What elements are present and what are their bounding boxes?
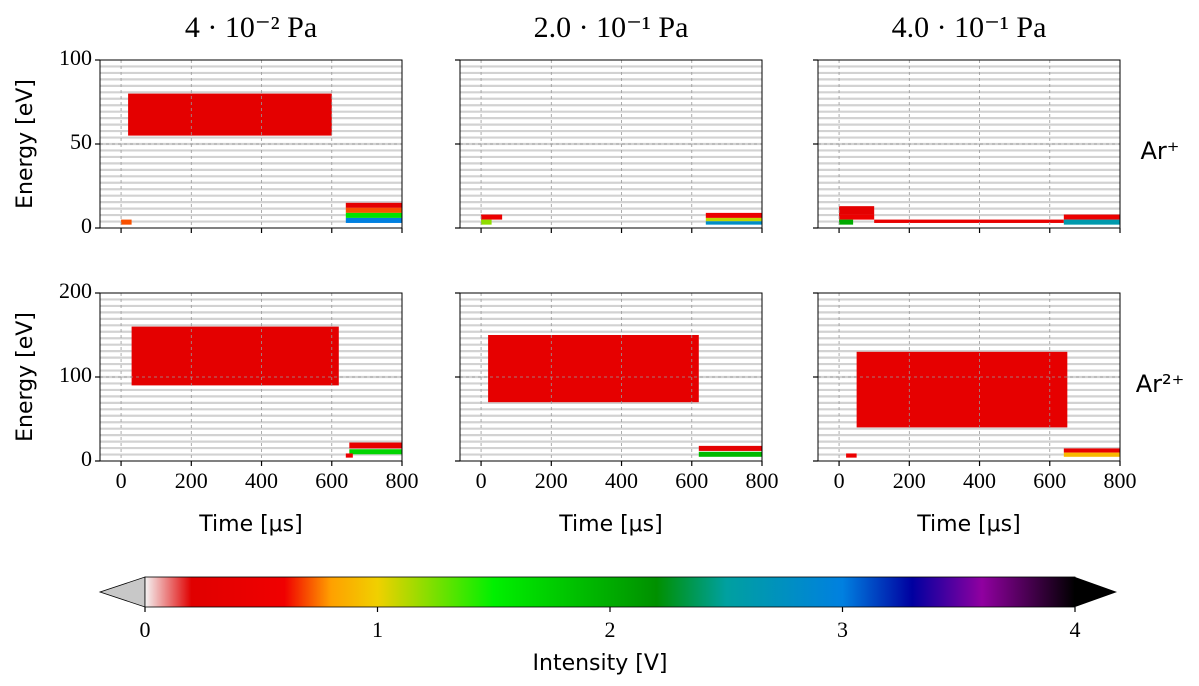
heat-cell <box>846 453 857 458</box>
y-tick-label: 200 <box>59 278 92 303</box>
heat-cell <box>856 351 1068 428</box>
panel: 0 200 400 600 800 Time [μs] <box>455 292 779 537</box>
x-axis-label: Time [μs] <box>198 512 302 537</box>
y-tick-label: 100 <box>59 45 92 70</box>
heat-cell <box>481 214 503 220</box>
x-axis-label: Time [μs] <box>558 512 662 537</box>
y-tick-label: 0 <box>81 213 92 238</box>
row-label: Ar⁺ <box>1141 137 1180 165</box>
heat-cell <box>121 219 132 225</box>
y-axis-label: Energy [eV] <box>13 312 38 442</box>
heat-cell <box>705 212 762 218</box>
x-tick-label: 200 <box>893 468 926 493</box>
heat-cell <box>698 451 762 457</box>
heat-cell <box>345 202 402 208</box>
heat-cell <box>131 326 339 386</box>
heat-cell <box>349 442 402 449</box>
heat-cell <box>705 217 762 222</box>
panel: 0 200 400 600 800 0 100 200 Time [μs] <box>59 278 419 537</box>
panel-frame <box>99 59 403 229</box>
x-tick-label: 0 <box>476 468 487 493</box>
panel <box>455 59 763 233</box>
x-tick-label: 600 <box>1033 468 1066 493</box>
panel <box>813 59 1121 233</box>
y-tick-label: 100 <box>59 362 92 387</box>
heat-cell <box>1063 219 1120 225</box>
x-tick-label: 400 <box>245 468 278 493</box>
x-tick-label: 600 <box>315 468 348 493</box>
heat-cell <box>1063 448 1120 453</box>
colorbar-tick-label: 3 <box>837 617 848 642</box>
heat-cell <box>488 335 699 403</box>
y-axis-label: Energy [eV] <box>13 79 38 209</box>
heat-cell <box>839 206 875 215</box>
heat-cell <box>839 214 875 220</box>
colorbar-tick-label: 2 <box>605 617 616 642</box>
heat-cell <box>481 219 492 225</box>
colorbar <box>144 576 1076 608</box>
heat-cell <box>345 453 353 458</box>
panel: 0 50 100 <box>59 45 403 238</box>
heat-cell <box>345 212 402 218</box>
x-tick-label: 800 <box>1104 468 1137 493</box>
x-tick-label: 200 <box>175 468 208 493</box>
heat-cell <box>705 221 762 225</box>
panel-frame <box>817 292 1121 462</box>
x-tick-label: 400 <box>605 468 638 493</box>
column-title: 4 · 10⁻² Pa <box>185 11 317 44</box>
heat-cell <box>698 445 762 451</box>
heat-cell <box>349 449 402 455</box>
x-tick-label: 400 <box>963 468 996 493</box>
row-label: Ar²⁺ <box>1136 370 1185 398</box>
colorbar-label: Intensity [V] <box>533 651 668 676</box>
x-tick-label: 0 <box>834 468 845 493</box>
colorbar-under <box>98 576 146 608</box>
panel-frame <box>459 59 763 229</box>
heat-cell <box>874 219 1064 223</box>
panel-frame <box>459 292 763 462</box>
x-axis-label: Time [μs] <box>916 512 1020 537</box>
heat-cell <box>128 93 332 136</box>
heat-cell <box>1063 214 1120 220</box>
panel: 0 200 400 600 800 Time [μs] <box>813 292 1137 537</box>
colorbar-tick-label: 0 <box>140 617 151 642</box>
y-tick-label: 50 <box>70 129 92 154</box>
x-tick-label: 0 <box>116 468 127 493</box>
x-tick-label: 800 <box>386 468 419 493</box>
x-tick-label: 600 <box>675 468 708 493</box>
colorbar-tick-label: 4 <box>1070 617 1081 642</box>
column-title: 2.0 · 10⁻¹ Pa <box>534 11 689 44</box>
y-tick-label: 0 <box>81 446 92 471</box>
heat-cell <box>839 219 854 225</box>
column-title: 4.0 · 10⁻¹ Pa <box>892 11 1047 44</box>
panel-frame <box>99 292 403 462</box>
heat-cell <box>345 217 402 223</box>
colorbar-tick-label: 1 <box>372 617 383 642</box>
heat-cell <box>345 207 402 213</box>
x-tick-label: 200 <box>535 468 568 493</box>
x-tick-label: 800 <box>746 468 779 493</box>
colorbar-over <box>1075 577 1117 607</box>
panel-frame <box>817 59 1121 229</box>
heat-cell <box>1063 452 1120 457</box>
